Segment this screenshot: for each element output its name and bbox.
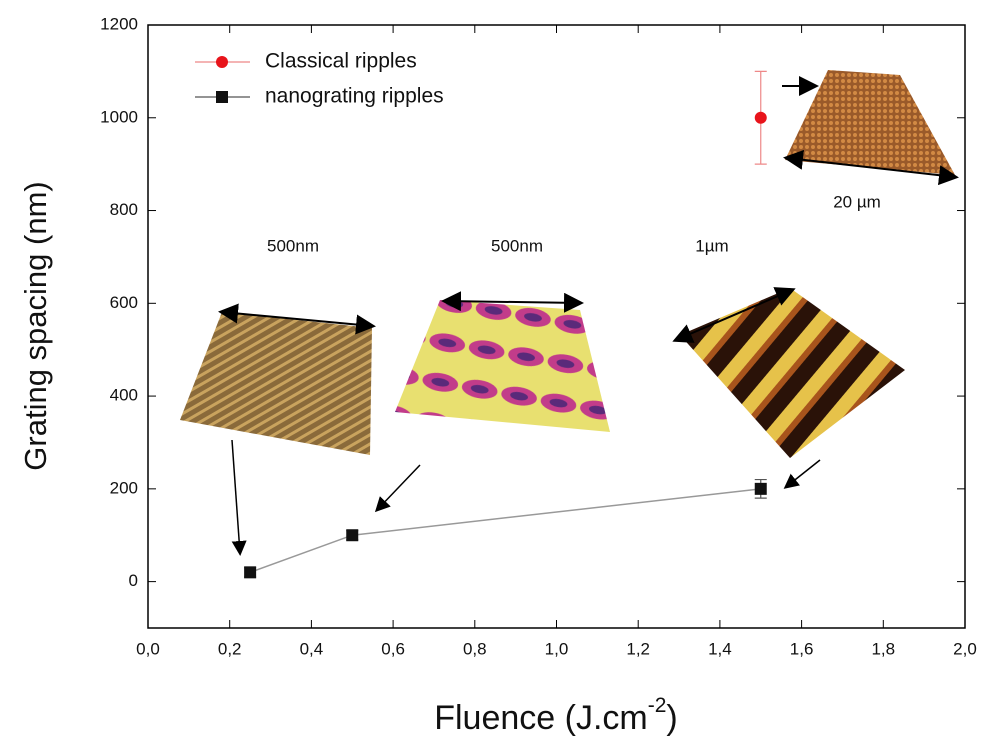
y-tick-label: 1000 — [100, 107, 138, 126]
point — [755, 112, 767, 124]
x-axis-title: Fluence (J.cm-2) — [434, 694, 678, 737]
inset-image — [680, 288, 905, 458]
pointer-arrow — [786, 460, 820, 487]
x-tick-label: 0,2 — [218, 639, 242, 658]
x-tick-label: 1,2 — [626, 639, 650, 658]
y-axis-title: Grating spacing (nm) — [18, 181, 53, 470]
point — [244, 566, 256, 578]
point — [755, 483, 767, 495]
x-tick-label: 0,4 — [300, 639, 324, 658]
y-tick-label: 1200 — [100, 14, 138, 33]
x-axis-title-sup: -2 — [648, 694, 667, 717]
x-tick-label: 0,0 — [136, 639, 160, 658]
inset-image — [395, 300, 610, 432]
y-tick-label: 200 — [110, 478, 138, 497]
annotation: 1µm — [695, 236, 728, 255]
x-tick-label: 0,6 — [381, 639, 405, 658]
x-axis-title-part: ) — [666, 699, 677, 737]
legend-marker — [216, 91, 228, 103]
series-line — [250, 489, 761, 572]
annotation: 500nm — [267, 236, 319, 255]
x-tick-label: 1,4 — [708, 639, 732, 658]
x-tick-label: 2,0 — [953, 639, 977, 658]
annotation: 500nm — [491, 236, 543, 255]
y-tick-label: 400 — [110, 386, 138, 405]
x-axis-title-part: Fluence (J.cm — [434, 699, 648, 737]
x-tick-label: 1,6 — [790, 639, 814, 658]
insets: 500nm 500nm 1µm 20 µm — [180, 70, 955, 553]
pointer-arrow — [377, 465, 420, 510]
y-tick-label: 0 — [129, 571, 138, 590]
pointer-arrow — [232, 440, 240, 553]
annotation: 20 µm — [833, 192, 881, 211]
y-tick-label: 800 — [110, 200, 138, 219]
x-tick-label: 0,8 — [463, 639, 487, 658]
point — [346, 529, 358, 541]
legend-label: Classical ripples — [265, 50, 417, 73]
inset-image — [180, 312, 372, 455]
y-tick-label: 600 — [110, 293, 138, 312]
x-tick-label: 1,8 — [871, 639, 895, 658]
x-tick-label: 1,0 — [545, 639, 569, 658]
legend-marker — [216, 56, 228, 68]
legend-label: nanograting ripples — [265, 85, 444, 108]
chart: 500nm 500nm 1µm 20 µm Grating spacing (n… — [0, 0, 990, 747]
